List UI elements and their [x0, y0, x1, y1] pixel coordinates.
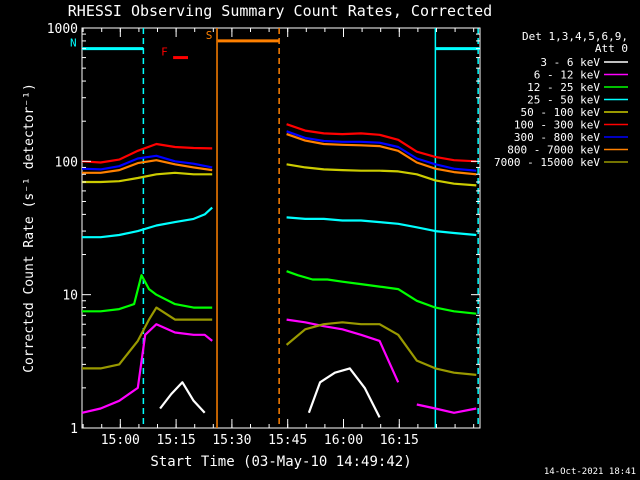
- series-line: [286, 318, 400, 383]
- y-tick-label: 10: [62, 289, 78, 304]
- annotation-label: S: [206, 29, 213, 42]
- y-tick-label: 1000: [47, 22, 78, 37]
- series-group-item: [82, 306, 477, 376]
- y-axis-label: Corrected Count Rate (s⁻¹ detector⁻¹): [22, 83, 37, 373]
- series-group-item: [81, 130, 477, 172]
- x-tick-label: 15:30: [212, 433, 251, 448]
- x-axis-ticks: 15:00 15:15 15:30 15:45 16:00 16:15: [82, 28, 475, 448]
- series-line: [307, 367, 381, 418]
- series-line: [416, 403, 477, 414]
- series-group: [81, 123, 477, 418]
- series-line: [82, 206, 213, 239]
- series-group-item: [159, 367, 381, 418]
- legend-label: 3 - 6 keV: [540, 56, 600, 69]
- annotation-label: F: [161, 46, 168, 59]
- series-line: [286, 133, 477, 176]
- legend-header: Att 0: [595, 42, 628, 55]
- vertical-event-lines: [142, 28, 479, 428]
- legend-label: 50 - 100 keV: [521, 106, 601, 119]
- series-line: [286, 163, 477, 187]
- series-line: [81, 323, 213, 414]
- series-group-item: [81, 123, 477, 164]
- series-line: [82, 159, 213, 174]
- x-tick-label: 16:00: [324, 433, 363, 448]
- annotations: N F S: [70, 29, 480, 60]
- timestamp: 14-Oct-2021 18:41: [544, 467, 636, 477]
- series-line: [159, 381, 206, 414]
- series-line: [82, 171, 213, 184]
- legend-header: Det 1,3,4,5,6,9,: [522, 30, 628, 43]
- legend-label: 25 - 50 keV: [527, 94, 600, 107]
- chart-title: RHESSI Observing Summary Count Rates, Co…: [68, 2, 492, 20]
- series-line: [285, 321, 477, 376]
- y-axis-ticks: 1 10 100 1000: [47, 22, 480, 437]
- legend-label: 12 - 25 keV: [527, 81, 600, 94]
- series-line: [286, 130, 477, 172]
- series-line: [286, 270, 477, 315]
- x-tick-label: 16:15: [380, 433, 419, 448]
- series-line: [81, 142, 213, 164]
- legend-label: 100 - 300 keV: [514, 119, 600, 132]
- plot-frame: [81, 27, 481, 429]
- x-tick-label: 15:00: [101, 433, 140, 448]
- x-tick-label: 15:15: [157, 433, 196, 448]
- legend-label: 6 - 12 keV: [534, 69, 601, 82]
- series-group-item: [82, 133, 477, 176]
- series-line: [82, 274, 213, 313]
- series-group-item: [81, 318, 477, 414]
- y-tick-label: 100: [55, 155, 78, 170]
- y-tick-label: 1: [70, 422, 78, 437]
- legend-label: 7000 - 15000 keV: [494, 156, 600, 169]
- x-axis-label: Start Time (03-May-10 14:49:42): [150, 454, 411, 470]
- series-group-item: [82, 206, 477, 239]
- x-tick-label: 15:45: [268, 433, 307, 448]
- series-group-item: [82, 163, 477, 187]
- series-line: [286, 123, 477, 163]
- annotation-label: N: [70, 37, 77, 50]
- series-line: [286, 216, 477, 237]
- series-group-item: [82, 270, 477, 315]
- series-line: [82, 306, 213, 370]
- series-line: [81, 154, 213, 171]
- legend-label: 800 - 7000 keV: [507, 144, 600, 157]
- legend-label: 300 - 800 keV: [514, 131, 600, 144]
